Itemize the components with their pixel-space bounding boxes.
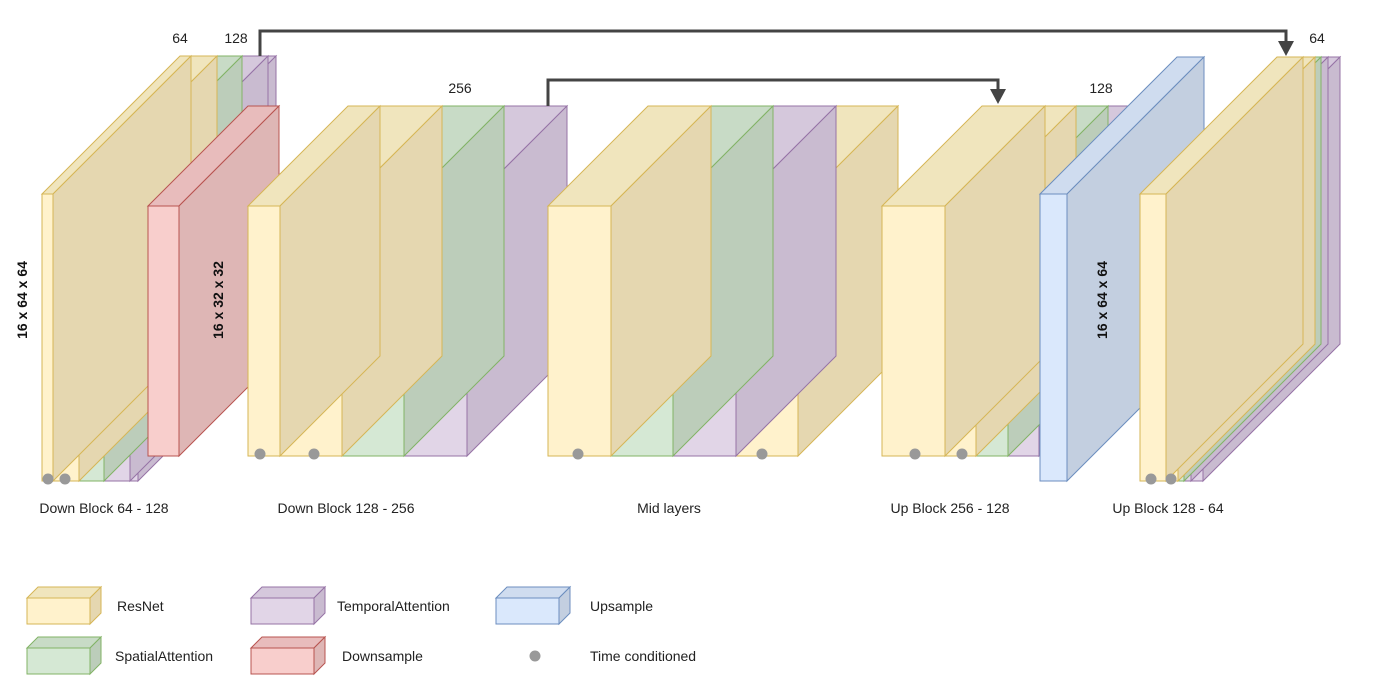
skip-arrowhead-inner: [990, 89, 1006, 104]
skip-connection-outer: [258, 29, 1288, 56]
blocks-layer: [40, 54, 1342, 483]
dims-label-down-block-1: 16 x 64 x 64: [14, 261, 30, 339]
block-label-up-2: Up Block 128 - 64: [1112, 500, 1223, 516]
skip-connection-inner: [546, 78, 1000, 106]
time-conditioned-dot-5: [572, 448, 584, 460]
legend-label-downsample: Downsample: [342, 648, 423, 664]
time-conditioned-dot-1: [42, 473, 54, 485]
legend-swatch-downsample: [249, 635, 327, 676]
legend-swatch-upsample: [494, 585, 572, 626]
time-conditioned-dot-8: [956, 448, 968, 460]
legend-swatch-time-dot: [529, 650, 541, 662]
channel-label-64-right: 64: [1309, 30, 1325, 46]
block-label-down-2: Down Block 128 - 256: [278, 500, 415, 516]
block-label-down-1: Down Block 64 - 128: [39, 500, 168, 516]
time-conditioned-dot-9: [1145, 473, 1157, 485]
skip-connections: [258, 29, 1294, 106]
time-conditioned-dot-4: [308, 448, 320, 460]
legend-swatch-temporal: [249, 585, 327, 626]
block-label-up-1: Up Block 256 - 128: [890, 500, 1009, 516]
legend-label-upsample: Upsample: [590, 598, 653, 614]
time-conditioned-dot-2: [59, 473, 71, 485]
legend-swatch-resnet: [25, 585, 103, 626]
up2-layer-resnet-1: [1138, 55, 1305, 483]
dims-label-upsample: 16 x 64 x 64: [1094, 261, 1110, 339]
time-conditioned-dot-6: [756, 448, 768, 460]
time-dots-layer: [42, 448, 1177, 485]
up1-layer-resnet-1: [880, 104, 1047, 458]
channel-label-256: 256: [448, 80, 472, 96]
legend-label-resnet: ResNet: [117, 598, 164, 614]
down2-layer-resnet-1: [246, 104, 382, 458]
dims-label-downsample: 16 x 32 x 32: [210, 261, 226, 339]
legend: [25, 585, 572, 676]
legend-label-spatial-attention: SpatialAttention: [115, 648, 213, 664]
time-conditioned-dot-10: [1165, 473, 1177, 485]
legend-swatch-spatial: [25, 635, 103, 676]
time-conditioned-dot-7: [909, 448, 921, 460]
channel-label-128-right: 128: [1089, 80, 1113, 96]
channel-label-64-left: 64: [172, 30, 188, 46]
time-conditioned-dot-3: [254, 448, 266, 460]
channel-label-128-left: 128: [224, 30, 248, 46]
legend-label-time-conditioned: Time conditioned: [590, 648, 696, 664]
block-label-mid: Mid layers: [637, 500, 701, 516]
skip-arrowhead-outer: [1278, 41, 1294, 56]
legend-label-temporal-attention: TemporalAttention: [337, 598, 450, 614]
mid-layer-resnet-1: [546, 104, 713, 458]
